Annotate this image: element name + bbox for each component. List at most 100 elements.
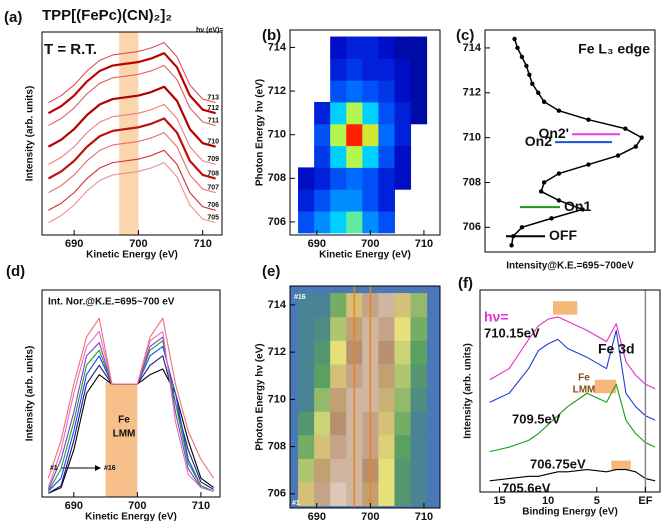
heat-cell bbox=[346, 211, 363, 234]
heat-cell bbox=[330, 145, 347, 168]
heat-cell bbox=[314, 340, 331, 365]
heat-cell bbox=[394, 145, 412, 168]
heat-cell bbox=[362, 167, 379, 190]
panel-label: (e) bbox=[262, 263, 280, 280]
heat-cell bbox=[410, 363, 428, 389]
x-axis-label: Intensity@K.E.=695~700eV bbox=[506, 261, 634, 272]
x-axis-label: Kinetic Energy (eV) bbox=[85, 512, 177, 521]
x-tick-label: 700 bbox=[129, 238, 147, 250]
data-point bbox=[538, 189, 544, 194]
data-point bbox=[527, 72, 532, 78]
heat-cell bbox=[362, 189, 379, 212]
heat-cell bbox=[378, 211, 395, 234]
data-point bbox=[519, 54, 525, 60]
series-label: 708 bbox=[207, 170, 219, 177]
heat-cell bbox=[410, 316, 428, 341]
y-tick-label: 714 bbox=[268, 299, 287, 311]
heat-cell bbox=[394, 58, 412, 81]
data-point bbox=[549, 216, 554, 221]
chart-title: TPP[(FePc)(CN)₂]₂ bbox=[42, 7, 172, 24]
data-line bbox=[48, 42, 216, 104]
data-line bbox=[47, 117, 216, 180]
heat-cell bbox=[346, 167, 363, 190]
lmm-box bbox=[611, 460, 631, 470]
plot-area bbox=[290, 286, 440, 508]
heat-cell bbox=[314, 363, 331, 389]
heat-cell bbox=[330, 340, 347, 365]
heat-cell bbox=[394, 316, 412, 341]
y-tick-label: 706 bbox=[268, 488, 286, 500]
heat-cell bbox=[314, 387, 331, 412]
heat-cell bbox=[410, 340, 428, 365]
heat-cell bbox=[298, 189, 315, 212]
plot-area bbox=[47, 317, 215, 497]
x-tick-label: 690 bbox=[308, 238, 326, 250]
x-tick-label: 690 bbox=[308, 511, 326, 521]
heat-cell bbox=[346, 189, 363, 212]
data-point bbox=[556, 198, 562, 203]
series-label: 710 bbox=[207, 139, 219, 146]
heat-cell bbox=[378, 458, 395, 483]
heat-cell bbox=[330, 211, 347, 234]
x-tick-label: 710 bbox=[192, 500, 210, 512]
x-tick-label: 690 bbox=[65, 238, 83, 250]
plot-area bbox=[509, 36, 644, 248]
heat-cell bbox=[378, 167, 395, 190]
data-point bbox=[556, 171, 562, 176]
heat-cell bbox=[410, 58, 428, 81]
heat-cell bbox=[330, 434, 347, 459]
heat-cell bbox=[362, 58, 379, 81]
heat-cell bbox=[298, 411, 315, 436]
heat-cell bbox=[346, 58, 363, 81]
x-tick-label: EF bbox=[638, 495, 652, 507]
annotation: #16 bbox=[294, 294, 306, 301]
heat-cell bbox=[394, 434, 412, 459]
heat-cell bbox=[330, 123, 347, 147]
heat-cell bbox=[410, 80, 428, 103]
panel-label: (f) bbox=[458, 275, 473, 292]
heat-cell bbox=[314, 293, 331, 318]
heat-cell bbox=[410, 458, 428, 483]
y-axis-label: Photon Energy hν (eV) bbox=[255, 79, 266, 186]
heat-cell bbox=[362, 211, 379, 234]
heat-cell bbox=[298, 293, 315, 318]
data-point bbox=[530, 81, 535, 87]
data-line bbox=[48, 103, 216, 165]
series-label: 705 bbox=[207, 214, 219, 221]
data-point bbox=[586, 162, 591, 167]
plot-area bbox=[489, 290, 656, 492]
heat-cell bbox=[378, 145, 395, 168]
heat-cell bbox=[346, 36, 363, 59]
heat-cell bbox=[330, 101, 347, 125]
marker-label: On2' bbox=[538, 125, 569, 141]
heat-cell bbox=[394, 167, 412, 190]
annotation: Fe 3d bbox=[598, 341, 635, 357]
y-axis-label: Intensity (arb. units) bbox=[25, 346, 36, 442]
data-line bbox=[48, 132, 216, 194]
heat-cell bbox=[378, 340, 395, 365]
y-axis-label: Intensity (arb. units) bbox=[463, 343, 474, 439]
panel-label: (c) bbox=[456, 27, 474, 44]
series-label: 705.6eV bbox=[502, 480, 551, 495]
heat-cell bbox=[410, 36, 428, 59]
heat-cell bbox=[378, 411, 395, 436]
heat-cell bbox=[394, 363, 412, 389]
annotation: #16 bbox=[104, 465, 116, 472]
lmm-box bbox=[594, 379, 617, 394]
series-label: 706.75eV bbox=[530, 456, 586, 471]
highlight-area bbox=[105, 379, 138, 497]
heat-cell bbox=[314, 123, 331, 147]
series-label: 709.5eV bbox=[512, 411, 561, 426]
heat-cell bbox=[394, 411, 412, 436]
marker-label: OFF bbox=[549, 227, 577, 243]
heat-cell bbox=[378, 363, 395, 389]
x-tick-label: 5 bbox=[594, 495, 600, 507]
series-label: 709 bbox=[207, 156, 219, 163]
heat-cell bbox=[394, 101, 412, 125]
data-point bbox=[509, 243, 514, 248]
data-point bbox=[512, 36, 517, 42]
x-tick-label: 10 bbox=[542, 495, 554, 507]
heat-cell bbox=[362, 101, 379, 125]
x-tick-label: 700 bbox=[361, 238, 379, 250]
heat-cell bbox=[378, 434, 395, 459]
